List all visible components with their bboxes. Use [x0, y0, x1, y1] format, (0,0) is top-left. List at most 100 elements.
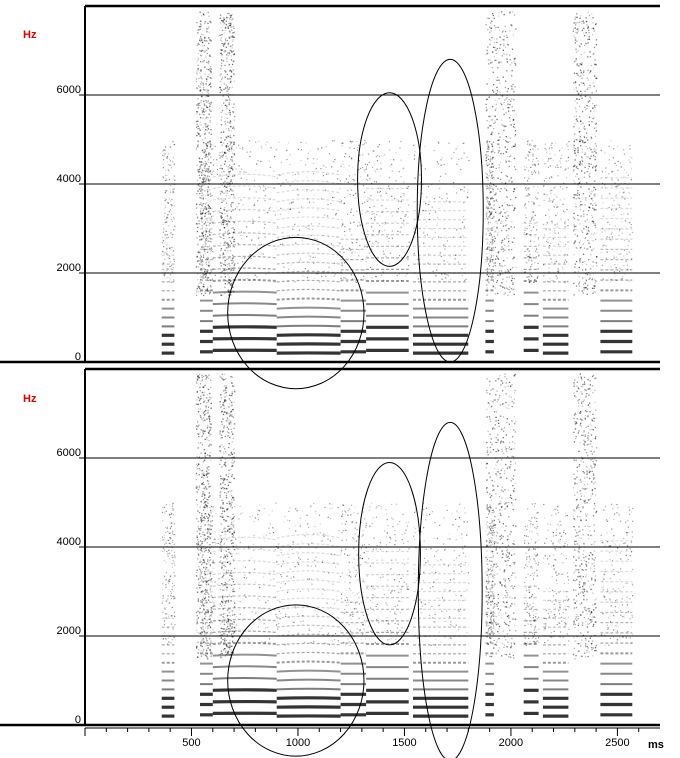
- noise-speck: [219, 653, 222, 655]
- noise-speck: [230, 55, 232, 57]
- noise-speck: [489, 261, 492, 263]
- noise-speck: [225, 165, 228, 168]
- noise-speck: [202, 13, 205, 15]
- noise-speck: [166, 216, 168, 218]
- noise-speck: [167, 163, 169, 166]
- noise-speck: [205, 154, 207, 157]
- noise-speck: [566, 261, 568, 263]
- noise-speck: [556, 196, 558, 198]
- noise-speck: [199, 28, 201, 30]
- noise-speck: [581, 269, 584, 271]
- noise-speck: [593, 110, 595, 112]
- noise-speck: [613, 199, 615, 202]
- harmonic-stroke: [276, 189, 341, 194]
- noise-speck: [488, 163, 490, 165]
- noise-speck: [228, 148, 231, 151]
- noise-speck: [592, 107, 594, 109]
- noise-speck: [196, 113, 198, 115]
- noise-speck: [225, 145, 228, 147]
- noise-speck: [587, 87, 589, 89]
- noise-speck: [437, 217, 439, 219]
- noise-speck: [349, 230, 351, 232]
- noise-speck: [583, 22, 585, 24]
- noise-speck: [226, 117, 228, 119]
- noise-speck: [234, 391, 236, 393]
- noise-speck: [206, 472, 208, 475]
- noise-speck: [224, 286, 226, 288]
- noise-speck: [204, 273, 206, 275]
- noise-speck: [506, 237, 508, 239]
- noise-speck: [162, 240, 164, 242]
- noise-speck: [486, 274, 489, 276]
- noise-speck: [163, 246, 165, 248]
- noise-speck: [615, 164, 617, 166]
- noise-speck: [199, 86, 201, 88]
- noise-speck: [508, 245, 510, 247]
- noise-speck: [196, 120, 198, 123]
- noise-speck: [221, 621, 223, 623]
- noise-speck: [511, 181, 513, 183]
- noise-speck: [222, 613, 224, 615]
- noise-speck: [575, 58, 577, 60]
- noise-speck: [207, 167, 209, 170]
- noise-speck: [501, 103, 503, 106]
- noise-speck: [225, 571, 228, 573]
- noise-speck: [205, 248, 207, 251]
- noise-speck: [610, 239, 612, 242]
- noise-speck: [199, 274, 202, 276]
- noise-speck: [497, 258, 500, 260]
- noise-speck: [575, 16, 577, 18]
- noise-speck: [505, 159, 507, 161]
- noise-speck: [208, 472, 210, 474]
- noise-speck: [341, 202, 343, 204]
- noise-speck: [500, 61, 502, 63]
- noise-speck: [271, 239, 273, 241]
- noise-speck: [631, 258, 633, 260]
- noise-speck: [220, 137, 222, 139]
- noise-speck: [297, 194, 299, 196]
- noise-speck: [489, 208, 491, 210]
- noise-speck: [312, 173, 315, 175]
- noise-speck: [538, 244, 540, 246]
- noise-speck: [221, 156, 223, 158]
- noise-speck: [574, 240, 576, 242]
- noise-speck: [591, 249, 593, 251]
- noise-speck: [286, 254, 288, 256]
- noise-speck: [207, 579, 210, 582]
- noise-speck: [231, 584, 233, 586]
- noise-speck: [491, 51, 494, 53]
- noise-speck: [495, 59, 497, 61]
- noise-speck: [578, 283, 580, 285]
- noise-speck: [536, 229, 538, 231]
- noise-speck: [233, 60, 235, 62]
- noise-speck: [206, 40, 209, 42]
- noise-speck: [316, 158, 318, 160]
- noise-speck: [203, 245, 206, 248]
- noise-speck: [223, 557, 225, 559]
- noise-speck: [584, 90, 586, 92]
- noise-speck: [223, 453, 225, 455]
- noise-speck: [225, 530, 227, 533]
- noise-speck: [369, 206, 371, 209]
- noise-speck: [221, 456, 223, 458]
- noise-speck: [210, 402, 212, 404]
- noise-speck: [593, 209, 596, 211]
- noise-speck: [348, 228, 350, 230]
- noise-speck: [349, 140, 351, 143]
- noise-speck: [580, 145, 582, 147]
- noise-speck: [586, 171, 588, 173]
- noise-speck: [245, 171, 247, 173]
- noise-speck: [209, 575, 211, 577]
- noise-speck: [203, 605, 205, 607]
- noise-speck: [581, 163, 583, 165]
- noise-speck: [210, 509, 212, 512]
- noise-speck: [203, 183, 205, 186]
- noise-speck: [198, 474, 200, 476]
- noise-speck: [595, 123, 597, 126]
- noise-speck: [485, 159, 487, 161]
- noise-speck: [199, 287, 201, 289]
- noise-speck: [230, 45, 232, 47]
- noise-speck: [589, 72, 591, 74]
- noise-speck: [503, 287, 506, 289]
- noise-speck: [628, 187, 630, 189]
